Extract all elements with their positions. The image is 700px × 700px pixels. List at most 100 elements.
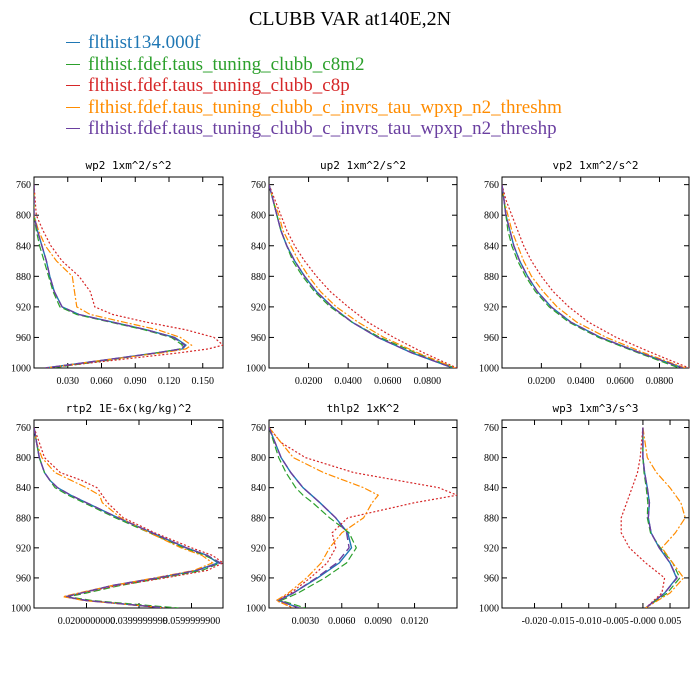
x-tick-label: 0.0200: [528, 376, 556, 387]
y-tick-label: 800: [484, 453, 499, 464]
legend-label: flthist.fdef.taus_tuning_clubb_c_invrs_t…: [88, 118, 557, 139]
x-tick-label: 0.030: [57, 376, 80, 387]
y-tick-label: 960: [484, 573, 499, 584]
y-tick-label: 760: [251, 423, 266, 434]
legend: flthist134.000f flthist.fdef.taus_tuning…: [66, 32, 562, 140]
x-tick-label: 0.0599999900: [163, 616, 221, 627]
series-line: [269, 184, 457, 368]
y-tick-label: 1000: [479, 604, 499, 615]
page-title: CLUBB VAR at140E,2N: [248, 8, 452, 30]
series-line: [269, 427, 353, 608]
series-line: [269, 427, 457, 608]
y-tick-label: 1000: [11, 364, 31, 375]
plot-frame: [268, 176, 458, 369]
plot-frame: [33, 176, 224, 369]
x-tick-label: 0.0800: [414, 376, 442, 387]
legend-item: flthist134.000f: [66, 32, 562, 54]
x-tick-label: 0.0200: [295, 376, 323, 387]
y-tick-label: 1000: [479, 364, 499, 375]
y-tick-label: 920: [16, 302, 31, 313]
x-tick-label: 0.0399999999: [110, 616, 168, 627]
series-line: [34, 427, 223, 608]
series-line: [269, 184, 454, 368]
x-tick-label: -0.020: [522, 616, 548, 627]
y-tick-label: 920: [251, 543, 266, 554]
legend-swatch: [66, 128, 80, 130]
y-tick-label: 960: [251, 573, 266, 584]
legend-label: flthist134.000f: [88, 32, 201, 53]
plot-frame: [268, 419, 458, 609]
panel-title: rtp2 1E-6x(kg/kg)^2: [66, 402, 192, 415]
legend-item: flthist.fdef.taus_tuning_clubb_c8p: [66, 75, 562, 97]
x-tick-label: 0.0400: [567, 376, 595, 387]
legend-item: flthist.fdef.taus_tuning_clubb_c_invrs_t…: [66, 97, 562, 119]
y-tick-label: 960: [484, 333, 499, 344]
series-line: [269, 184, 456, 368]
legend-label: flthist.fdef.taus_tuning_clubb_c8p: [88, 75, 350, 96]
legend-label: flthist.fdef.taus_tuning_clubb_c8m2: [88, 53, 365, 75]
x-tick-label: 0.120: [158, 376, 181, 387]
x-tick-label: 0.0800: [646, 376, 674, 387]
y-tick-label: 880: [251, 272, 266, 283]
x-tick-label: 0.090: [124, 376, 147, 387]
series-line: [269, 427, 350, 608]
series-line: [642, 427, 678, 608]
y-tick-label: 960: [251, 333, 266, 344]
series-line: [34, 427, 220, 608]
legend-item: flthist.fdef.taus_tuning_clubb_c_invrs_t…: [66, 118, 562, 140]
series-line: [34, 184, 184, 368]
legend-swatch: [66, 42, 80, 44]
x-tick-label: -0.005: [603, 616, 629, 627]
series-line: [269, 427, 357, 608]
x-tick-label: 0.0600: [606, 376, 634, 387]
series-line: [34, 427, 222, 608]
x-tick-label: -0.010: [576, 616, 602, 627]
legend-swatch: [66, 63, 80, 65]
x-tick-label: 0.0090: [364, 616, 392, 627]
y-tick-label: 840: [16, 241, 31, 252]
y-tick-label: 920: [251, 302, 266, 313]
y-tick-label: 960: [16, 333, 31, 344]
y-tick-label: 840: [251, 241, 266, 252]
y-tick-label: 800: [16, 453, 31, 464]
y-tick-label: 800: [484, 211, 499, 222]
y-tick-label: 760: [251, 180, 266, 191]
y-tick-label: 920: [484, 302, 499, 313]
panel-title: wp3 1xm^3/s^3: [552, 402, 638, 415]
x-tick-label: 0.060: [90, 376, 113, 387]
chart-panel: rtp2 1E-6x(kg/kg)^2 760 800 840 880 920 960 100…: [11, 402, 224, 627]
chart-panel: wp2 1xm^2/s^2 760 800 840 880 920 960 1000 0.030…: [11, 159, 224, 387]
y-tick-label: 880: [484, 513, 499, 524]
series-line: [34, 184, 187, 368]
panel-title: vp2 1xm^2/s^2: [552, 159, 638, 172]
y-tick-label: 760: [484, 423, 499, 434]
chart-panel: vp2 1xm^2/s^2 760 800 840 880 920 960 1000 0.020…: [479, 159, 690, 387]
plot-frame: [501, 176, 690, 369]
series-line: [642, 427, 686, 608]
series-line: [502, 184, 680, 368]
series-line: [502, 184, 689, 368]
series-line: [502, 184, 686, 368]
y-tick-label: 920: [16, 543, 31, 554]
y-tick-label: 880: [16, 513, 31, 524]
y-tick-label: 800: [16, 211, 31, 222]
y-tick-label: 1000: [11, 604, 31, 615]
panel-title: up2 1xm^2/s^2: [320, 159, 406, 172]
x-tick-label: -0.000: [630, 616, 656, 627]
chart-panel: up2 1xm^2/s^2 760 800 840 880 920 960 1000 0.020…: [246, 159, 458, 387]
legend-item: flthist.fdef.taus_tuning_clubb_c8m2: [66, 54, 562, 76]
y-tick-label: 760: [484, 180, 499, 191]
y-tick-label: 920: [484, 543, 499, 554]
x-tick-label: 0.005: [659, 616, 682, 627]
y-tick-label: 760: [16, 423, 31, 434]
legend-label: flthist.fdef.taus_tuning_clubb_c_invrs_t…: [88, 96, 562, 118]
series-line: [34, 427, 223, 608]
y-tick-label: 800: [251, 211, 266, 222]
y-tick-label: 880: [16, 272, 31, 283]
y-tick-label: 840: [16, 483, 31, 494]
series-line: [269, 184, 454, 368]
x-tick-label: 0.0030: [292, 616, 320, 627]
panel-title: thlp2 1xK^2: [327, 402, 400, 415]
panel-title: wp2 1xm^2/s^2: [85, 159, 171, 172]
